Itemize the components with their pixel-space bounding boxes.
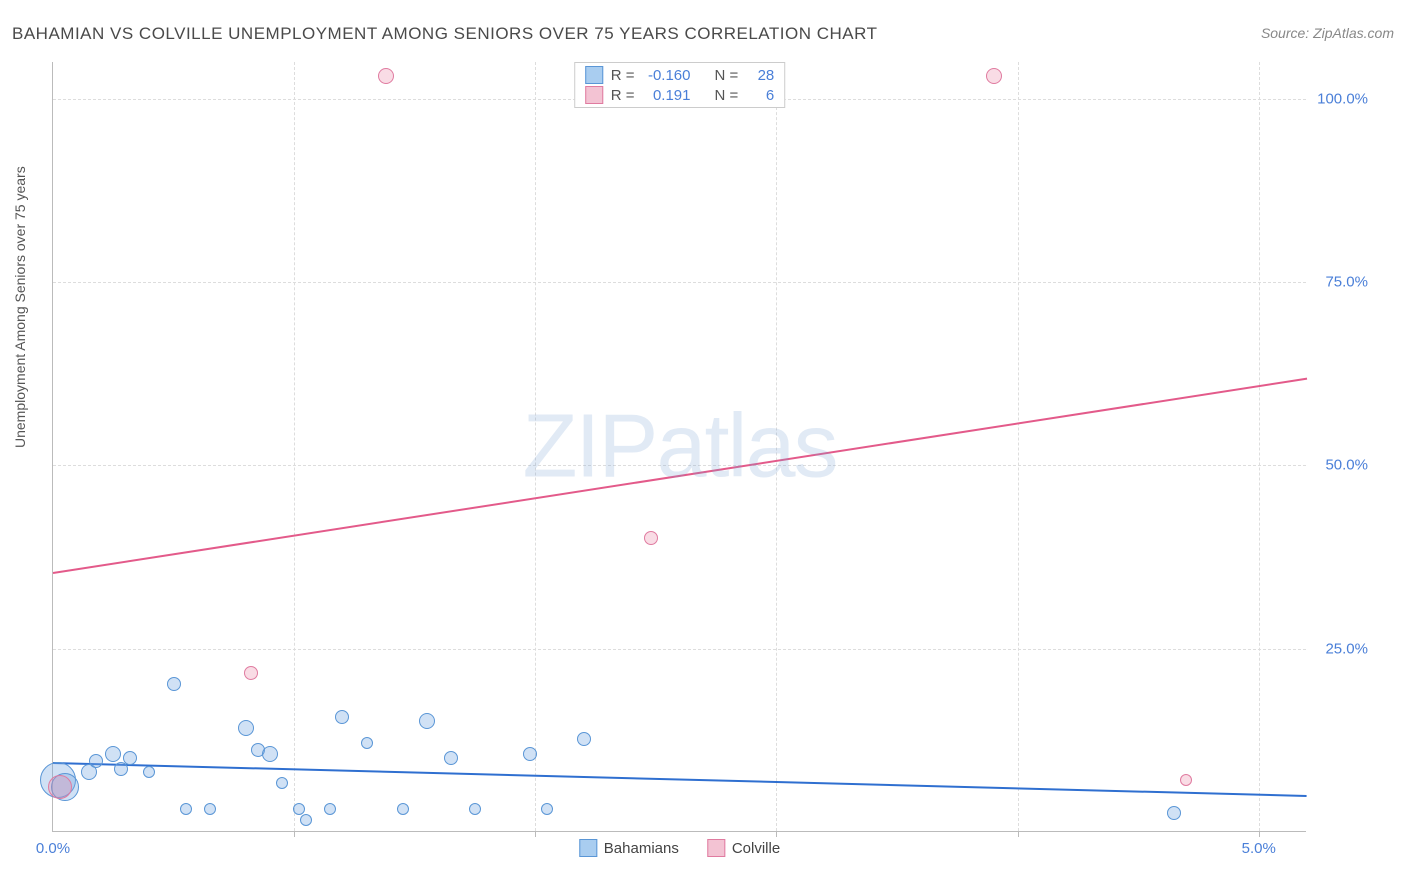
series-legend: Bahamians Colville [579,839,780,857]
legend-row-bahamians: R = -0.160 N = 28 [585,65,775,85]
r-value-colville: 0.191 [643,87,691,104]
point-bahamians [541,803,553,815]
n-label: N = [715,87,739,104]
xtick-mark [294,831,295,837]
plot-area: ZIPatlas R = -0.160 N = 28 R = 0.191 N =… [52,62,1306,832]
gridline-v [294,62,295,831]
trendline-bahamians [53,762,1307,797]
point-bahamians [419,713,435,729]
r-value-bahamians: -0.160 [643,67,691,84]
legend-label-bahamians: Bahamians [604,840,679,857]
point-bahamians [262,746,278,762]
n-label: N = [715,67,739,84]
y-axis-label: Unemployment Among Seniors over 75 years [12,166,28,448]
r-label: R = [611,67,635,84]
ytick-label: 100.0% [1317,90,1368,107]
gridline-h [53,649,1306,650]
legend-item-bahamians: Bahamians [579,839,679,857]
r-label: R = [611,87,635,104]
chart-container: ZIPatlas R = -0.160 N = 28 R = 0.191 N =… [52,62,1372,832]
swatch-colville [585,86,603,104]
gridline-h [53,282,1306,283]
point-bahamians [523,747,537,761]
correlation-legend: R = -0.160 N = 28 R = 0.191 N = 6 [574,62,786,108]
source-label: Source: ZipAtlas.com [1261,25,1394,43]
ytick-label: 50.0% [1325,457,1368,474]
point-colville [48,775,72,799]
gridline-h [53,465,1306,466]
point-bahamians [577,732,591,746]
point-bahamians [397,803,409,815]
point-colville [244,666,258,680]
point-colville [644,531,658,545]
n-value-bahamians: 28 [746,67,774,84]
gridline-v [1018,62,1019,831]
gridline-v [1259,62,1260,831]
legend-row-colville: R = 0.191 N = 6 [585,85,775,105]
source-name: ZipAtlas.com [1313,25,1394,41]
point-bahamians [143,766,155,778]
swatch-colville-icon [707,839,725,857]
point-colville [1180,774,1192,786]
point-bahamians [238,720,254,736]
ytick-label: 75.0% [1325,274,1368,291]
legend-label-colville: Colville [732,840,780,857]
n-value-colville: 6 [746,87,774,104]
point-bahamians [361,737,373,749]
swatch-bahamians [585,66,603,84]
xtick-label: 5.0% [1242,840,1276,857]
point-bahamians [204,803,216,815]
point-bahamians [1167,806,1181,820]
source-prefix: Source: [1261,25,1313,41]
point-bahamians [114,762,128,776]
point-bahamians [105,746,121,762]
xtick-label: 0.0% [36,840,70,857]
point-bahamians [469,803,481,815]
point-bahamians [123,751,137,765]
xtick-mark [1018,831,1019,837]
point-bahamians [300,814,312,826]
legend-item-colville: Colville [707,839,780,857]
trendline-colville [53,377,1307,573]
point-bahamians [276,777,288,789]
gridline-v [535,62,536,831]
point-colville [986,68,1002,84]
point-bahamians [180,803,192,815]
point-bahamians [444,751,458,765]
point-bahamians [324,803,336,815]
point-colville [378,68,394,84]
watermark-atlas: atlas [656,396,836,496]
gridline-v [776,62,777,831]
xtick-mark [1259,831,1260,837]
point-bahamians [89,754,103,768]
point-bahamians [167,677,181,691]
point-bahamians [293,803,305,815]
watermark: ZIPatlas [522,395,836,498]
swatch-bahamians-icon [579,839,597,857]
ytick-label: 25.0% [1325,640,1368,657]
xtick-mark [776,831,777,837]
chart-title: BAHAMIAN VS COLVILLE UNEMPLOYMENT AMONG … [12,24,877,44]
point-bahamians [335,710,349,724]
xtick-mark [535,831,536,837]
